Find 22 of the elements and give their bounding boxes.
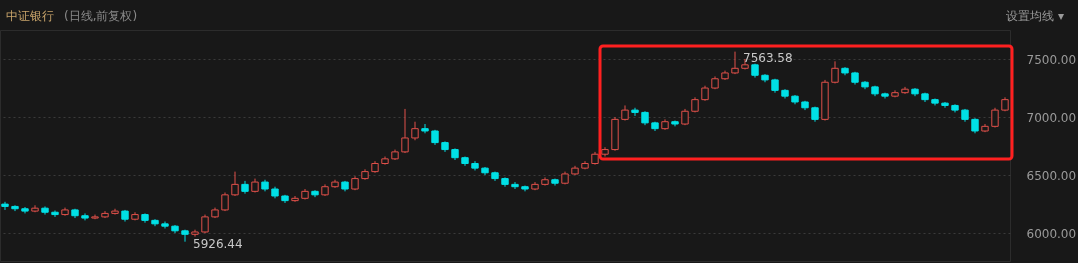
y-tick-label: 6000.00 [1026, 226, 1077, 241]
candlestick [401, 108, 409, 154]
candlestick [991, 107, 999, 129]
candlestick [11, 204, 19, 212]
candlestick [51, 210, 59, 218]
y-tick-label: 7000.00 [1026, 110, 1077, 125]
candlestick [181, 229, 189, 243]
chart-title: 中证银行 [6, 9, 54, 23]
candlestick [511, 181, 519, 190]
annotation: 7563.58 [743, 50, 793, 65]
y-tick-label: 6500.00 [1026, 168, 1077, 183]
annotation: 5926.44 [193, 236, 243, 251]
candlestick [631, 107, 639, 117]
text: 设置均线 ▾ [1006, 9, 1064, 23]
candlestick [411, 121, 419, 141]
chart-subtitle: (日线,前复权) [64, 9, 138, 23]
candlestick [231, 171, 239, 197]
candlestick [291, 195, 299, 203]
candlestick [41, 205, 49, 216]
y-tick-label: 7500.00 [1026, 52, 1077, 67]
candlestick [1, 201, 9, 211]
candlestick [421, 123, 429, 134]
